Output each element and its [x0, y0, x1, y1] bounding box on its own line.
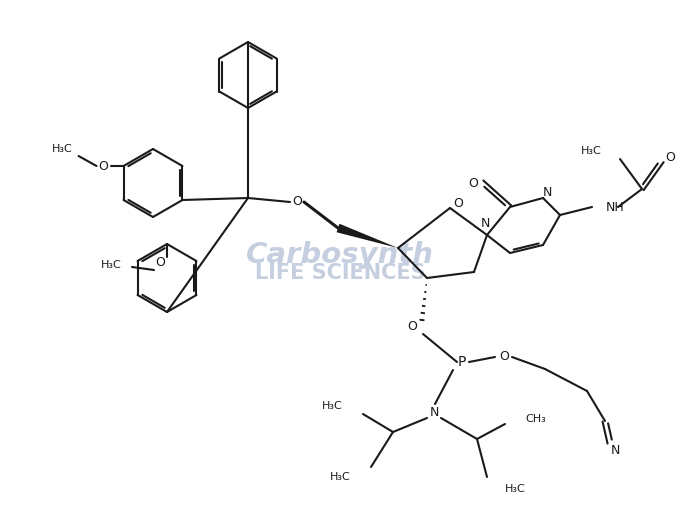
- Text: H₃C: H₃C: [52, 144, 73, 154]
- Polygon shape: [337, 224, 398, 248]
- Text: CH₃: CH₃: [525, 414, 546, 424]
- Text: O: O: [155, 255, 165, 268]
- Text: H₃C: H₃C: [322, 401, 343, 411]
- Text: N: N: [480, 216, 490, 229]
- Text: O: O: [665, 150, 675, 163]
- Text: O: O: [499, 350, 509, 363]
- Text: P: P: [458, 355, 466, 369]
- Text: N: N: [610, 445, 619, 458]
- Text: O: O: [468, 176, 478, 189]
- Text: H₃C: H₃C: [330, 472, 351, 482]
- Text: H₃C: H₃C: [101, 260, 121, 270]
- Text: N: N: [429, 406, 438, 419]
- Text: LIFE SCIENCES: LIFE SCIENCES: [255, 263, 425, 283]
- Text: NH: NH: [606, 201, 625, 214]
- Text: O: O: [292, 194, 302, 207]
- Text: H₃C: H₃C: [581, 146, 602, 156]
- Text: O: O: [453, 197, 463, 210]
- Text: N: N: [542, 186, 552, 199]
- Text: Carbosynth: Carbosynth: [246, 241, 434, 269]
- Text: H₃C: H₃C: [505, 484, 525, 494]
- Text: O: O: [99, 160, 109, 173]
- Text: O: O: [407, 319, 417, 332]
